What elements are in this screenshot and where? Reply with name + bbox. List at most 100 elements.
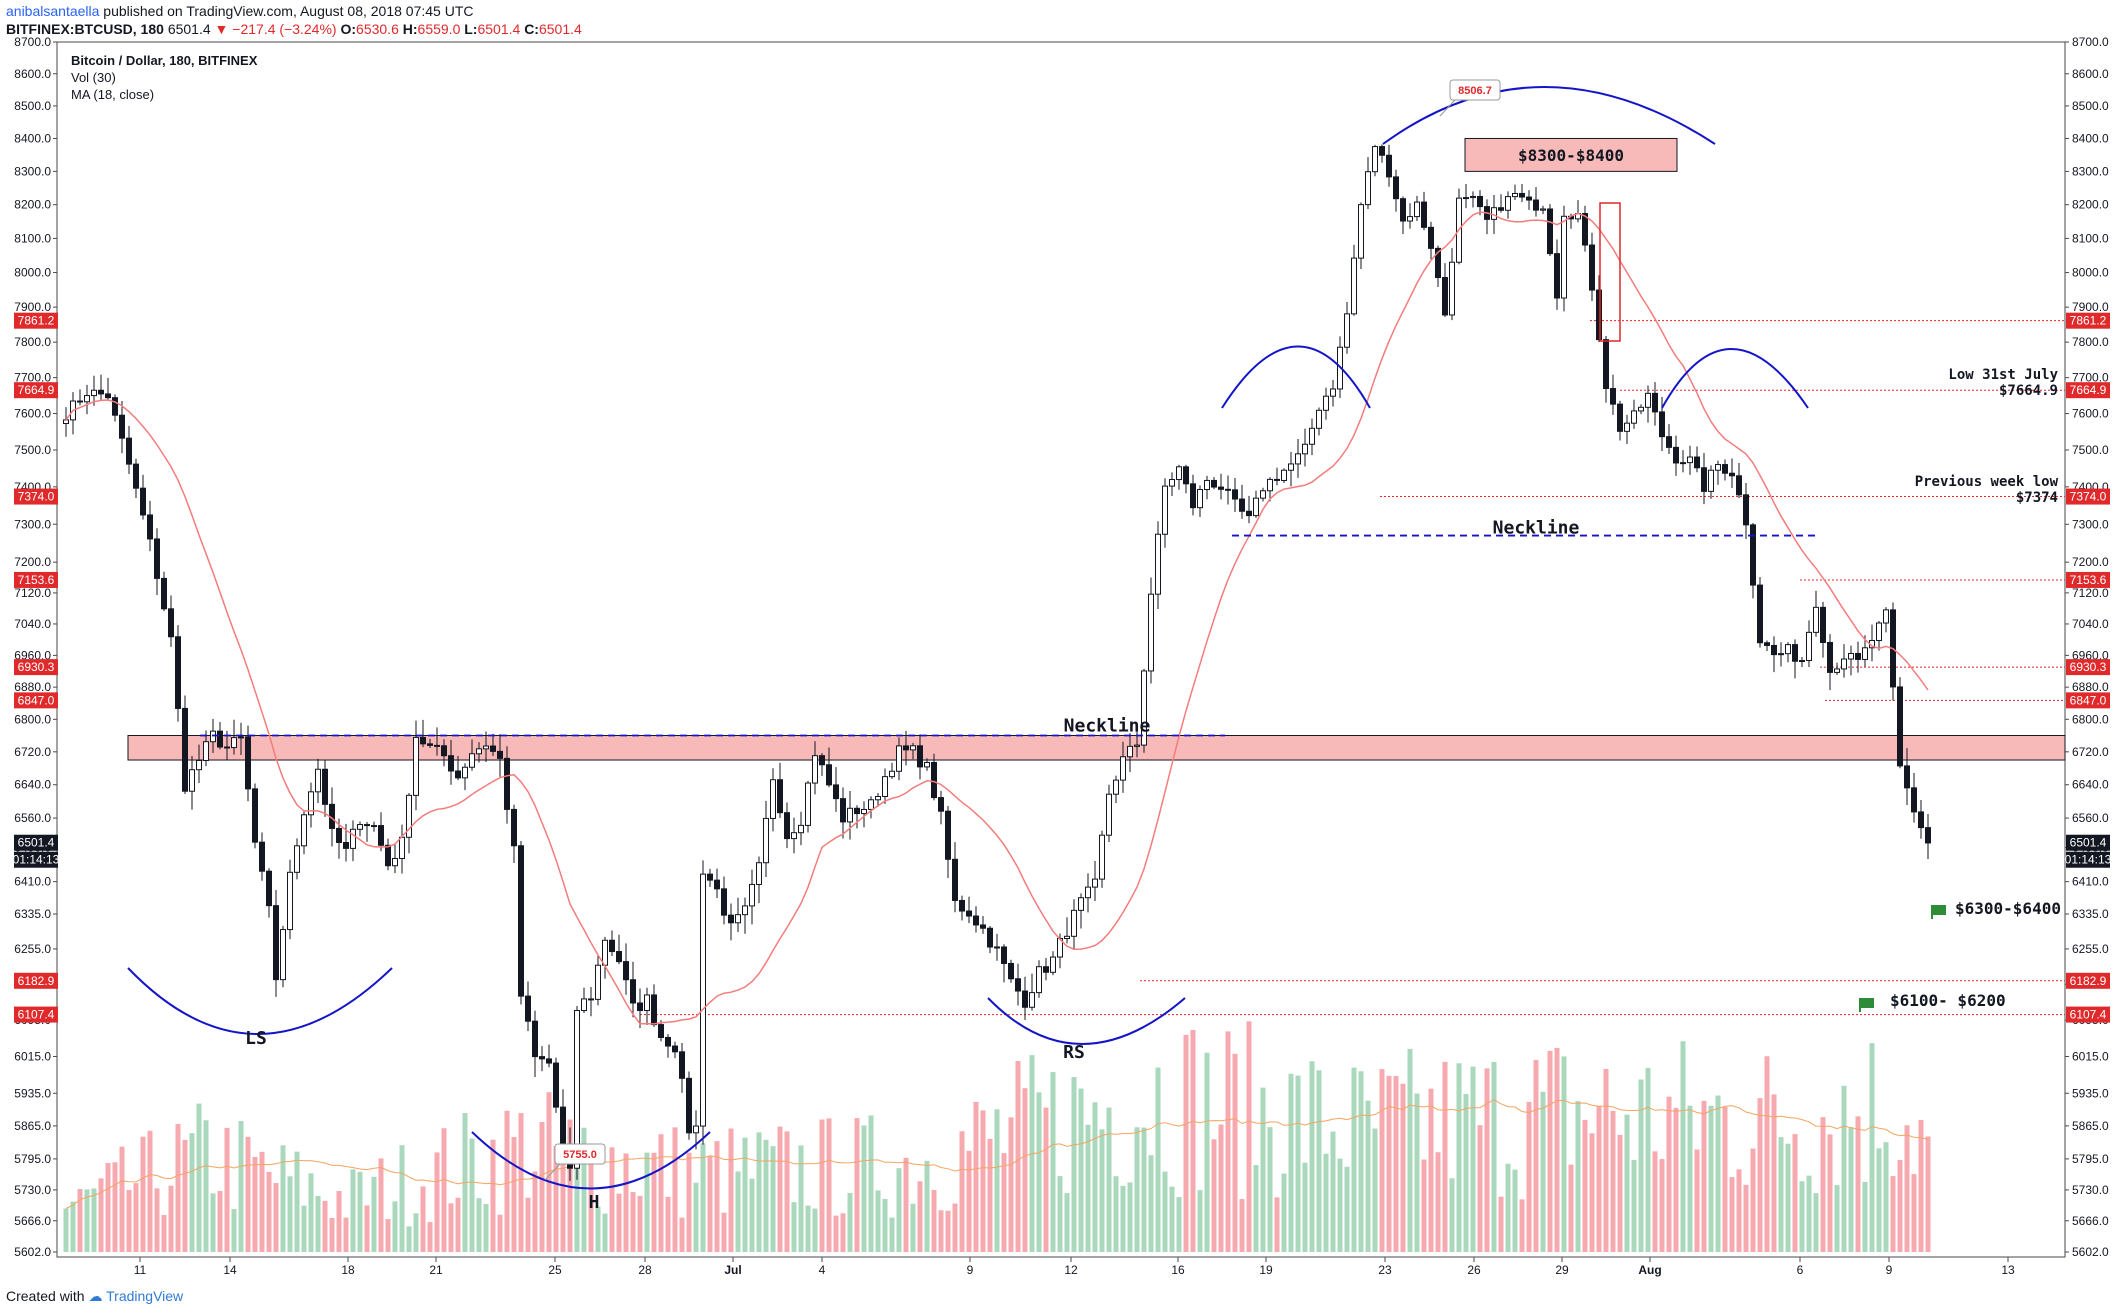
high-value: 6559.0 (417, 21, 461, 37)
left-y-tick-label: 8600.0 (14, 67, 51, 81)
level-marker-badge (2066, 1006, 2110, 1023)
callout-high-pointer (1439, 99, 1456, 117)
candle-body (126, 437, 132, 465)
candle-body (693, 1125, 699, 1134)
candle-body (525, 995, 531, 1022)
y-tick-label: 8400.0 (2072, 131, 2109, 145)
candle-body (1358, 204, 1364, 259)
candle-body (1463, 197, 1469, 200)
volume-bar (77, 1189, 83, 1252)
candle-body (98, 389, 104, 395)
volume-bar (952, 1203, 958, 1252)
pattern-label-rs: RS (1063, 1042, 1085, 1063)
volume-bar (798, 1145, 804, 1252)
candle-body (1778, 653, 1784, 656)
volume-bar (336, 1191, 342, 1252)
y-tick-label: 6640.0 (2072, 778, 2109, 792)
volume-bar (1414, 1093, 1420, 1252)
candle-body (721, 888, 727, 916)
candle-body (938, 797, 944, 812)
candle-body (1701, 467, 1707, 492)
volume-bar (588, 1145, 594, 1252)
volume-bar (875, 1190, 881, 1252)
candle-body (1043, 966, 1049, 973)
author-link[interactable]: anibalsantaella (6, 3, 100, 19)
candle-body (1246, 510, 1252, 517)
candle-body (77, 400, 83, 403)
volume-bar (1911, 1174, 1917, 1252)
volume-bar (679, 1217, 685, 1252)
candle-body (1505, 196, 1511, 211)
x-tick-label: 19 (1259, 1263, 1273, 1277)
volume-bar (1876, 1148, 1882, 1252)
candle-body (252, 788, 258, 843)
candle-body (1624, 422, 1630, 432)
volume-bar (154, 1188, 160, 1252)
left-y-tick-label: 6015.0 (14, 1049, 51, 1063)
volume-bar (378, 1158, 384, 1252)
candle-body (161, 577, 167, 610)
left-level-marker-label: 7374.0 (18, 490, 55, 504)
left-level-marker-badge (14, 312, 58, 329)
x-tick-label: Jul (724, 1263, 741, 1277)
volume-bar (483, 1204, 489, 1252)
neckline-upper-label: Neckline (1493, 518, 1580, 539)
volume-bar (1540, 1091, 1546, 1252)
volume-bar (1477, 1125, 1483, 1252)
volume-bar (1134, 1127, 1140, 1252)
candle-body (1925, 827, 1931, 844)
candle-body (448, 755, 454, 772)
down-arrow-icon: ▼ (214, 21, 229, 37)
volume-bar (903, 1157, 909, 1252)
volume-bar (665, 1196, 671, 1252)
candle-body (245, 736, 251, 790)
prev-week-low-annotation: Previous week low $7374 (1880, 474, 2058, 506)
candle-body (889, 770, 895, 778)
volume-bar (686, 1152, 692, 1252)
volume-bar (287, 1176, 293, 1252)
candle-body (1785, 644, 1791, 655)
candle-body (539, 1056, 545, 1060)
candle-body (1680, 462, 1686, 465)
y-tick-label: 6410.0 (2072, 875, 2109, 889)
level-marker-badge (2066, 312, 2110, 329)
volume-bar (1141, 1127, 1147, 1252)
level-marker-badge (2066, 382, 2110, 399)
target1-annotation: $6300-$6400 (1955, 899, 2061, 918)
volume-bar (280, 1145, 286, 1252)
volume-bar (1533, 1059, 1539, 1252)
symbol-label: BITFINEX:BTCUSD, 180 (6, 21, 164, 37)
volume-bar (1505, 1163, 1511, 1252)
flag-icon (1932, 905, 1946, 915)
left-level-marker-label: 6930.3 (18, 660, 55, 674)
candle-body (1309, 427, 1315, 445)
volume-bar (133, 1183, 139, 1252)
candle-body (1330, 388, 1336, 397)
candle-body (1169, 479, 1175, 487)
callout-high-label: 8506.7 (1458, 85, 1492, 97)
candle-body (350, 828, 356, 849)
candle-body (385, 844, 391, 867)
candle-body (777, 779, 783, 814)
candle-body (504, 757, 510, 810)
volume-bar (1449, 1178, 1455, 1252)
volume-bar (1302, 1162, 1308, 1252)
left-y-tick-label: 8300.0 (14, 164, 51, 178)
volume-bar (728, 1128, 734, 1252)
pattern-arc (1661, 348, 1809, 409)
candle-body (1190, 483, 1196, 509)
level-marker-label: 7861.2 (2070, 314, 2107, 328)
volume-bar (1260, 1087, 1266, 1252)
left-level-marker-badge (14, 972, 58, 989)
volume-bar (357, 1171, 363, 1252)
volume-bar (91, 1188, 97, 1252)
left-level-marker-label: 7153.6 (18, 573, 55, 587)
volume-bar (371, 1176, 377, 1252)
tradingview-link[interactable]: TradingView (106, 1288, 184, 1304)
volume-bar (1918, 1120, 1924, 1252)
candle-body (1862, 647, 1868, 660)
volume-bar (1659, 1159, 1665, 1252)
candle-body (980, 924, 986, 929)
candle-body (483, 745, 489, 750)
